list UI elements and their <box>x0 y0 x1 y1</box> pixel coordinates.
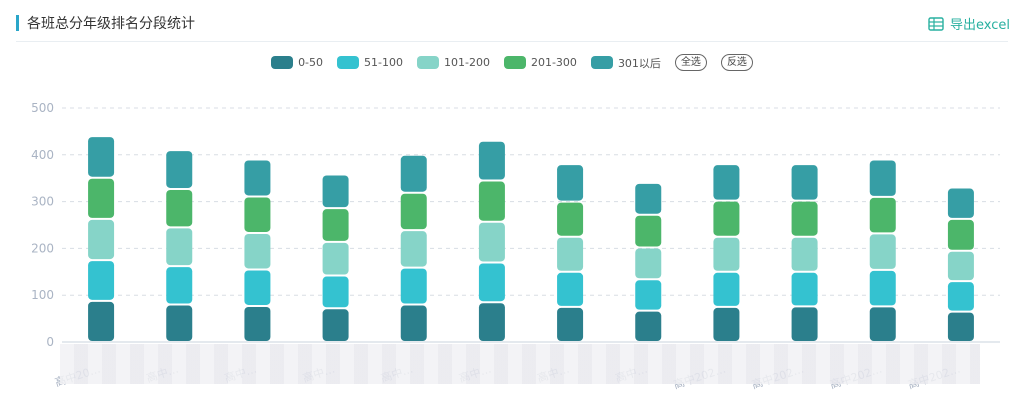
bar-segment <box>88 178 115 218</box>
legend-label: 0-50 <box>298 56 324 69</box>
bar-segment <box>244 270 271 305</box>
bar-segment <box>322 309 349 341</box>
legend-item[interactable]: 51-100 <box>337 56 403 69</box>
bar-segment <box>791 165 818 200</box>
legend-swatch <box>417 56 439 69</box>
bar-segment <box>166 228 193 266</box>
bar-segment <box>166 151 193 188</box>
bar-segment <box>713 201 740 236</box>
bar-segment <box>166 305 193 341</box>
legend-label: 51-100 <box>364 56 403 69</box>
legend-label: 201-300 <box>530 56 577 69</box>
bar-segment <box>478 263 505 302</box>
legend-swatch <box>503 56 526 69</box>
bar-segment <box>713 272 740 306</box>
legend-item[interactable]: 0-50 <box>271 56 323 69</box>
bar-segment <box>635 183 662 214</box>
bar-segment <box>400 305 427 341</box>
bar-segment <box>166 267 193 304</box>
legend-label: 101-200 <box>444 56 490 69</box>
export-label: 导出excel <box>950 18 1010 33</box>
bar-segment <box>947 188 974 218</box>
bar-segment <box>244 233 271 269</box>
bar-segment <box>635 280 662 310</box>
bar-segment <box>322 175 349 208</box>
bar-segment <box>869 307 896 341</box>
bar-segment <box>869 270 896 306</box>
bar-segment <box>400 268 427 304</box>
bar-segment <box>166 189 193 227</box>
bar-segment <box>478 181 505 221</box>
bar-segment <box>791 201 818 236</box>
legend-item[interactable]: 101-200 <box>417 56 490 69</box>
select-all-button[interactable]: 全选 <box>674 54 707 71</box>
bar-segment <box>244 160 271 196</box>
blurred-category-labels <box>60 344 980 384</box>
bar-segment <box>244 197 271 232</box>
bar-segment <box>88 261 115 300</box>
y-tick-label: 400 <box>31 148 54 162</box>
bar-segment <box>88 219 115 260</box>
bar-segment <box>478 141 505 180</box>
bar-segment <box>557 307 584 341</box>
bar-segment <box>400 231 427 267</box>
bar-segment <box>400 193 427 230</box>
y-tick-label: 0 <box>46 335 54 349</box>
bar-segment <box>88 137 115 177</box>
legend-item[interactable]: 201-300 <box>503 56 577 69</box>
bar-segment <box>791 307 818 341</box>
bar-segment <box>244 306 271 341</box>
bar-segment <box>557 165 584 201</box>
legend-item[interactable]: 301以后 <box>590 55 661 71</box>
bar-segment <box>635 311 662 341</box>
bar-segment <box>635 215 662 247</box>
page-title: 各班总分年级排名分段统计 <box>27 16 195 32</box>
y-tick-label: 100 <box>31 288 54 302</box>
bar-segment <box>478 303 505 341</box>
bar-segment <box>947 251 974 281</box>
y-tick-label: 500 <box>31 101 54 115</box>
bar-segment <box>791 272 818 306</box>
bar-segment <box>869 234 896 269</box>
bar-segment <box>947 282 974 311</box>
title-accent-bar <box>16 15 19 31</box>
bar-segment <box>557 202 584 236</box>
y-tick-label: 300 <box>31 195 54 209</box>
bar-segment <box>947 312 974 341</box>
bar-segment <box>557 237 584 271</box>
bar-segment <box>322 242 349 275</box>
bar-segment <box>869 197 896 233</box>
header-divider <box>16 41 1008 42</box>
excel-icon <box>928 16 944 31</box>
bar-segment <box>635 248 662 279</box>
legend-swatch <box>337 56 360 69</box>
bar-segment <box>88 301 115 341</box>
bar-segment <box>947 219 974 250</box>
bar-segment <box>400 155 427 192</box>
legend-swatch <box>590 56 613 69</box>
bar-segment <box>322 276 349 308</box>
bar-segment <box>713 307 740 341</box>
bar-segment <box>713 165 740 200</box>
bar-segment <box>791 237 818 271</box>
bar-segment <box>478 222 505 262</box>
bar-segment <box>713 237 740 271</box>
bar-segment <box>869 160 896 196</box>
export-excel-button[interactable]: 导出excel <box>928 14 1010 33</box>
panel-header: 各班总分年级排名分段统计 导出excel <box>0 0 1024 44</box>
y-tick-label: 200 <box>31 241 54 255</box>
legend-swatch <box>271 56 294 69</box>
legend-label: 301以后 <box>617 56 661 70</box>
invert-selection-button[interactable]: 反选 <box>720 54 753 71</box>
chart-legend: 0-50 51-100 101-200 201-300 301以后 全选 反选 <box>0 54 1024 71</box>
bar-segment <box>557 272 584 306</box>
bar-segment <box>322 209 349 241</box>
